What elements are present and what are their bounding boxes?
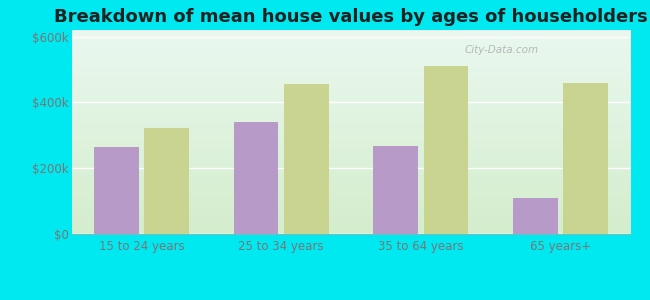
Text: City-Data.com: City-Data.com — [465, 45, 539, 56]
Bar — [284, 84, 329, 234]
Title: Breakdown of mean house values by ages of householders: Breakdown of mean house values by ages o… — [54, 8, 648, 26]
Bar — [233, 122, 278, 234]
Bar — [513, 198, 558, 234]
Bar — [564, 82, 608, 234]
Bar — [144, 128, 189, 234]
Bar — [424, 66, 469, 234]
Bar — [373, 146, 418, 234]
Bar — [94, 147, 138, 234]
